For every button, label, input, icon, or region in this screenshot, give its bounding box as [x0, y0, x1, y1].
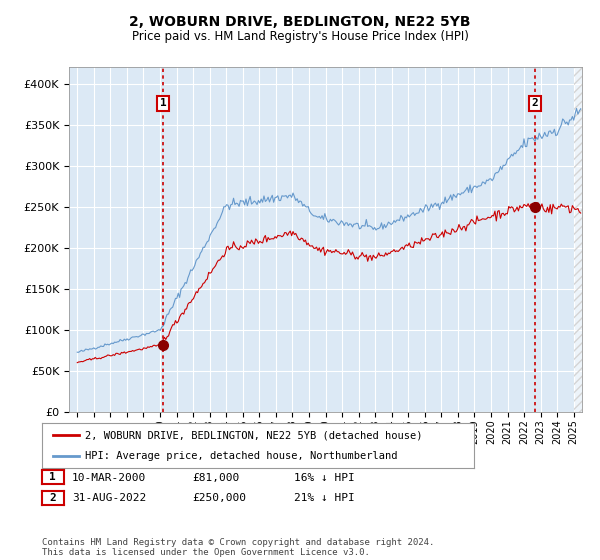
- Text: 10-MAR-2000: 10-MAR-2000: [72, 473, 146, 483]
- Text: 21% ↓ HPI: 21% ↓ HPI: [294, 493, 355, 503]
- Text: 2: 2: [49, 493, 56, 503]
- Text: 2: 2: [532, 99, 539, 109]
- Text: 2, WOBURN DRIVE, BEDLINGTON, NE22 5YB: 2, WOBURN DRIVE, BEDLINGTON, NE22 5YB: [129, 15, 471, 29]
- Bar: [574, 67, 590, 412]
- Text: HPI: Average price, detached house, Northumberland: HPI: Average price, detached house, Nort…: [85, 451, 398, 461]
- Text: 1: 1: [49, 472, 56, 482]
- Text: Contains HM Land Registry data © Crown copyright and database right 2024.
This d: Contains HM Land Registry data © Crown c…: [42, 538, 434, 557]
- Text: £81,000: £81,000: [192, 473, 239, 483]
- Text: £250,000: £250,000: [192, 493, 246, 503]
- Text: 31-AUG-2022: 31-AUG-2022: [72, 493, 146, 503]
- Bar: [574, 67, 590, 412]
- Text: 1: 1: [160, 99, 167, 109]
- Text: 16% ↓ HPI: 16% ↓ HPI: [294, 473, 355, 483]
- Text: Price paid vs. HM Land Registry's House Price Index (HPI): Price paid vs. HM Land Registry's House …: [131, 30, 469, 43]
- Text: 2, WOBURN DRIVE, BEDLINGTON, NE22 5YB (detached house): 2, WOBURN DRIVE, BEDLINGTON, NE22 5YB (d…: [85, 430, 423, 440]
